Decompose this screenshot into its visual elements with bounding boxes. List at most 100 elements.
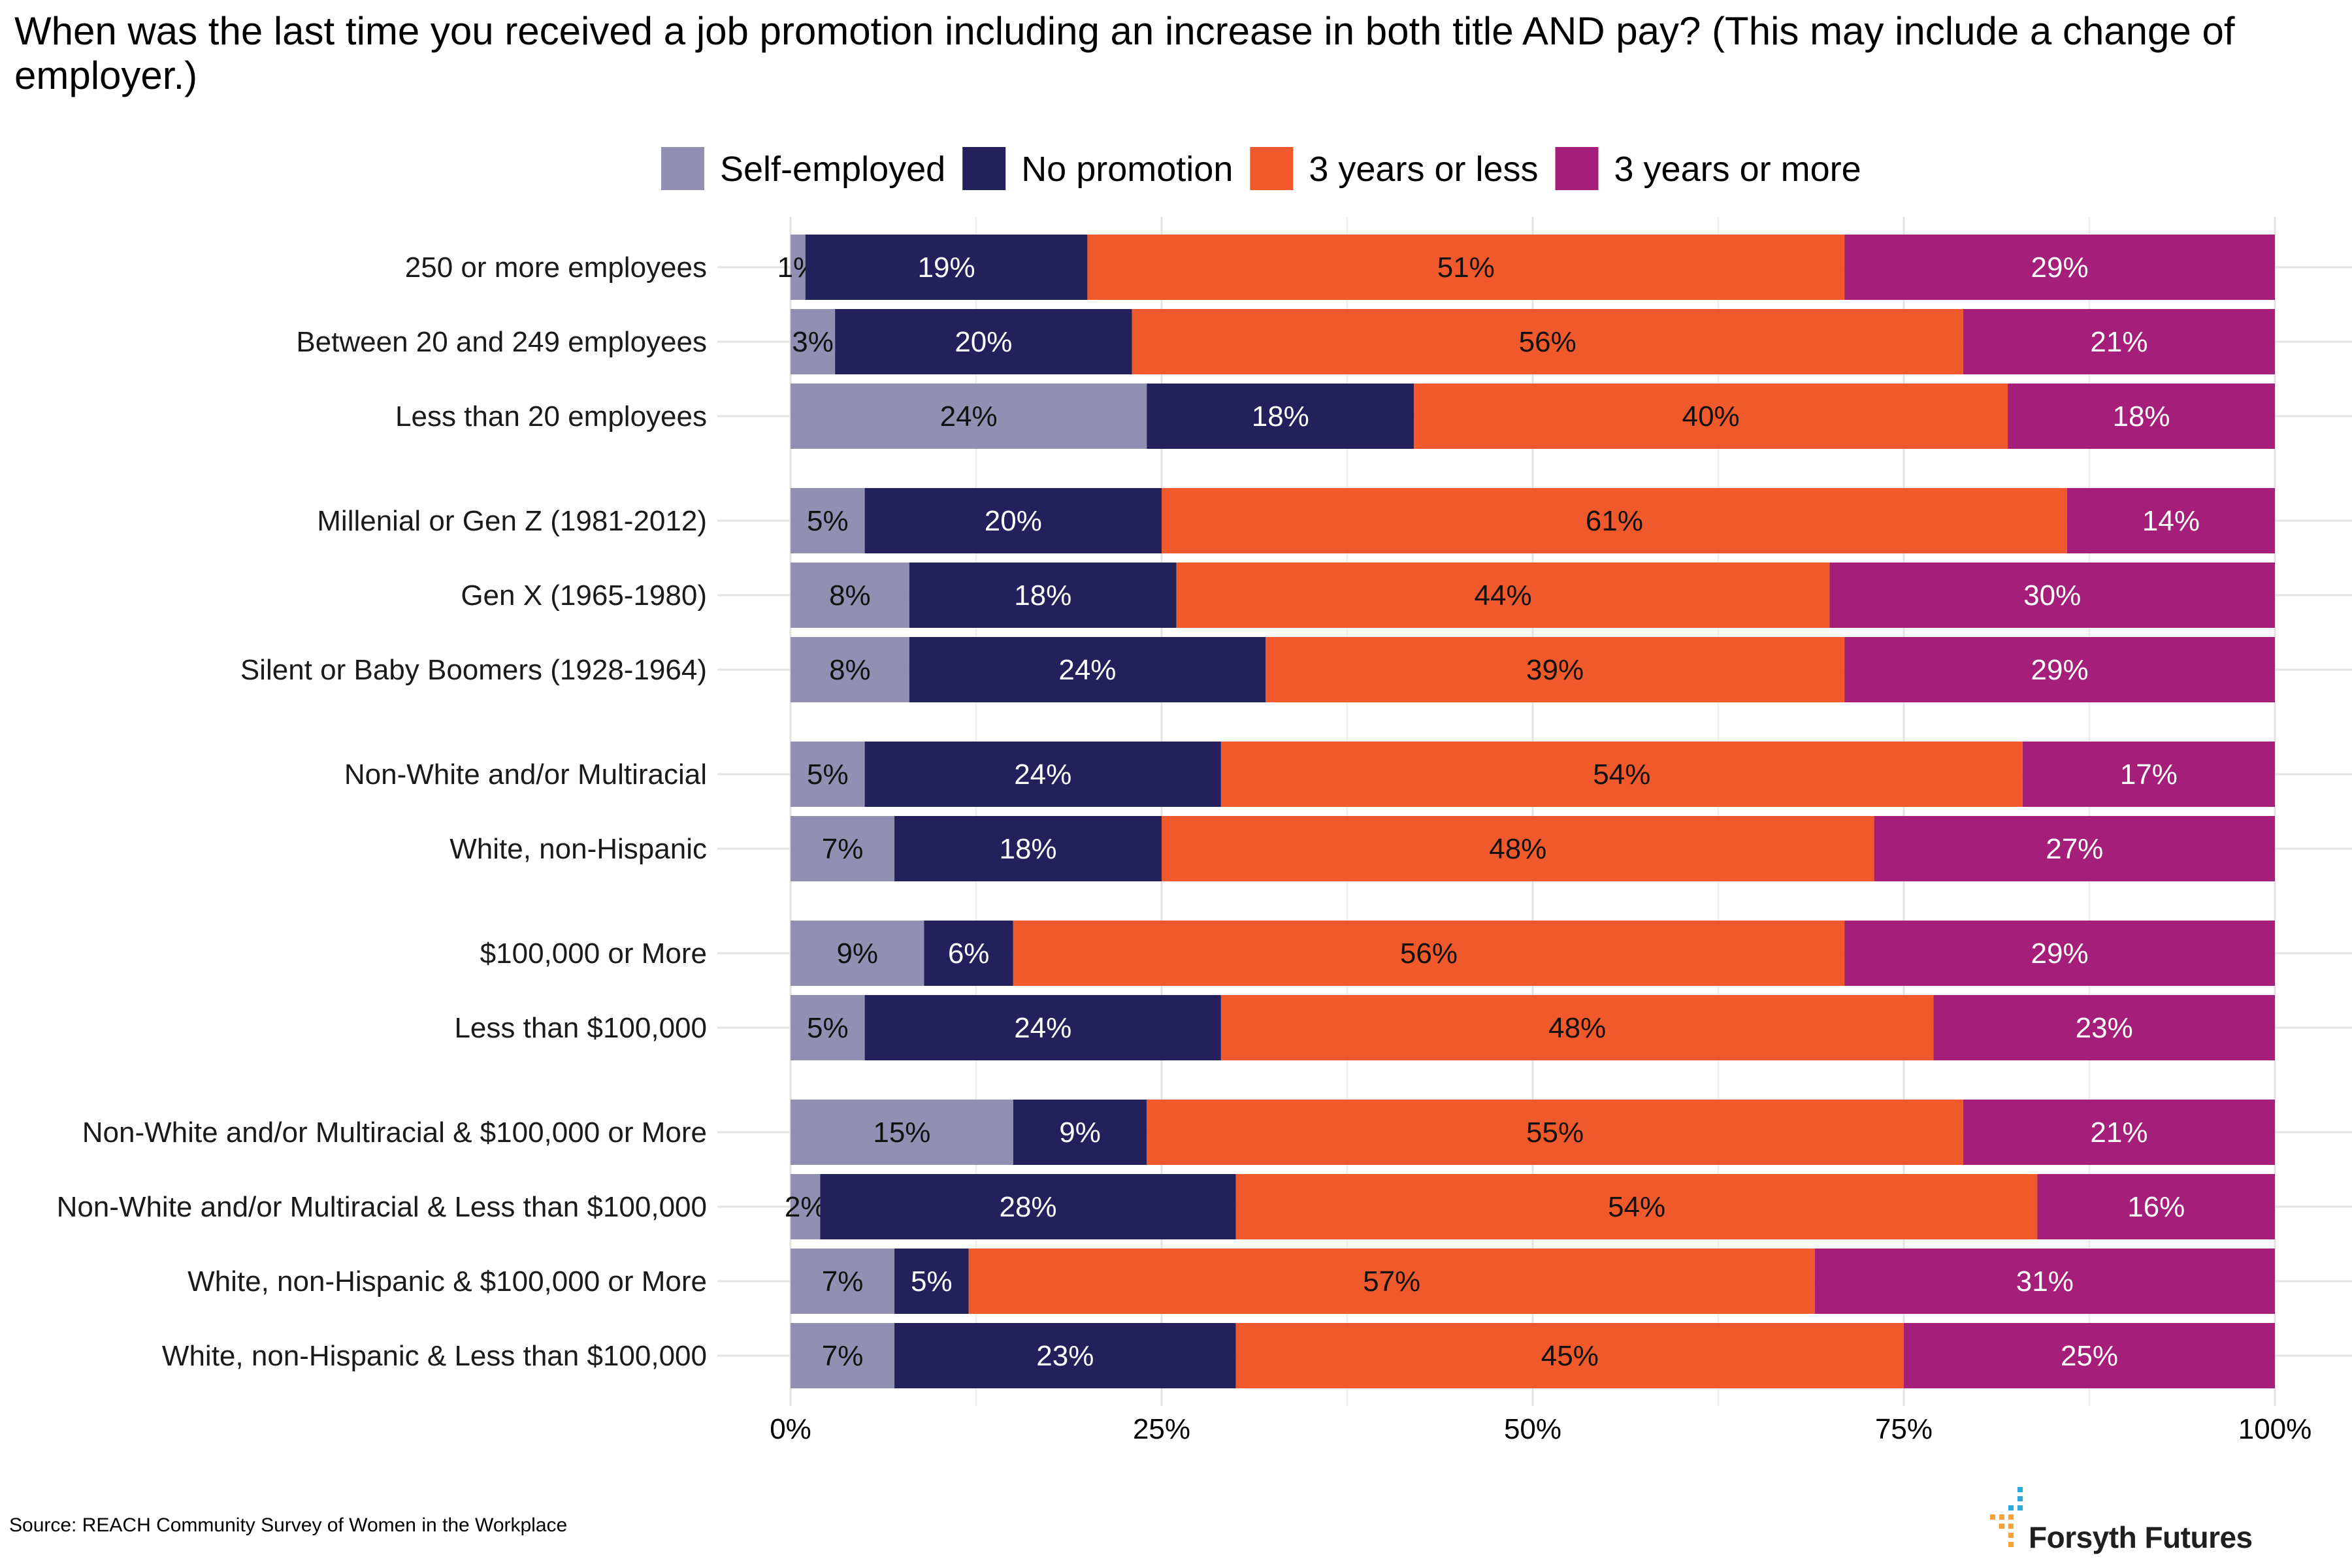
category-label: Between 20 and 249 employees — [296, 326, 707, 358]
category-label: $100,000 or More — [480, 938, 707, 970]
data-label: 20% — [955, 326, 1012, 358]
bar-segment — [1220, 742, 2023, 807]
bar-segment — [909, 563, 1177, 628]
bar-segment — [791, 1100, 1013, 1165]
bar-segment — [2066, 488, 2275, 553]
category-label: White, non-Hispanic — [449, 833, 707, 865]
bar-segment — [791, 995, 865, 1060]
data-label: 44% — [1475, 580, 1532, 612]
forsyth-futures-logo: Forsyth Futures — [1980, 1487, 2293, 1559]
data-label: 51% — [1437, 252, 1495, 284]
legend-swatch — [1555, 147, 1599, 190]
data-label: 24% — [1014, 759, 1071, 791]
category-label: White, non-Hispanic & Less than $100,000 — [162, 1340, 707, 1372]
data-label: 29% — [2031, 252, 2089, 284]
bar-segment — [1414, 384, 2008, 449]
bar-segment — [805, 235, 1088, 300]
category-label: Non-White and/or Multiracial & $100,000 … — [82, 1117, 707, 1149]
data-label: 27% — [2046, 833, 2103, 865]
data-label: 7% — [822, 1340, 864, 1372]
data-label: 28% — [999, 1191, 1056, 1223]
data-label: 24% — [1014, 1012, 1071, 1044]
bar-segment — [1844, 637, 2275, 702]
data-label: 18% — [1252, 400, 1309, 433]
data-label: 25% — [2061, 1340, 2118, 1372]
data-label: 21% — [2090, 326, 2148, 358]
data-label: 19% — [918, 252, 975, 284]
source-note: Source: REACH Community Survey of Women … — [9, 1514, 568, 1536]
bar-segment — [864, 742, 1221, 807]
bar-segment — [791, 563, 909, 628]
bar-segment — [1844, 921, 2275, 986]
data-label: 2% — [785, 1191, 826, 1223]
category-label: Gen X (1965-1980) — [461, 580, 707, 612]
legend-swatch — [962, 147, 1006, 190]
data-label: 5% — [911, 1266, 953, 1298]
data-label: 54% — [1608, 1191, 1665, 1223]
bar-segment — [1933, 995, 2275, 1060]
category-label: Less than $100,000 — [454, 1012, 707, 1044]
bar-segment — [1266, 637, 1845, 702]
data-label: 54% — [1593, 759, 1650, 791]
category-label: Millenial or Gen Z (1981-2012) — [317, 505, 707, 537]
bar-segment — [1162, 816, 1874, 881]
bar-segment — [2022, 742, 2275, 807]
bar-segment — [924, 921, 1013, 986]
data-label: 56% — [1519, 326, 1576, 358]
legend-swatch — [661, 147, 704, 190]
chart-title: When was the last time you received a jo… — [14, 9, 2235, 97]
data-label: 40% — [1682, 400, 1740, 433]
category-label: Less than 20 employees — [395, 400, 707, 433]
data-label: 18% — [999, 833, 1056, 865]
data-label: 5% — [807, 759, 849, 791]
bar-segment — [1220, 995, 1934, 1060]
category-label: Silent or Baby Boomers (1928-1964) — [240, 654, 707, 686]
data-label: 8% — [829, 654, 871, 686]
data-label: 29% — [2031, 654, 2089, 686]
bar-segment — [791, 488, 865, 553]
x-tick-label: 50% — [1504, 1413, 1561, 1445]
x-tick-label: 25% — [1133, 1413, 1190, 1445]
bar-segment — [1147, 384, 1414, 449]
bar-segment — [1874, 816, 2275, 881]
category-label: White, non-Hispanic & $100,000 or More — [188, 1266, 707, 1298]
bar-segment — [1904, 1323, 2275, 1388]
bar-segment — [1235, 1174, 2038, 1239]
bar-segment — [1829, 563, 2275, 628]
bar-segment — [1963, 1100, 2275, 1165]
bar-segment — [968, 1249, 1815, 1314]
data-label: 20% — [985, 505, 1042, 537]
bar-segment — [791, 921, 924, 986]
data-label: 48% — [1489, 833, 1546, 865]
data-label: 23% — [1036, 1340, 1094, 1372]
logo-text: Forsyth Futures — [2029, 1520, 2253, 1554]
bar-segment — [791, 637, 909, 702]
data-label: 9% — [836, 938, 878, 970]
legend-label: 3 years or less — [1309, 150, 1538, 189]
bar-segment — [2037, 1174, 2275, 1239]
category-label: 250 or more employees — [405, 252, 707, 284]
legend-label: Self-employed — [720, 150, 945, 189]
bar-segment — [835, 309, 1132, 374]
bar-segment — [1814, 1249, 2275, 1314]
x-tick-label: 100% — [2238, 1413, 2312, 1445]
data-label: 29% — [2031, 938, 2089, 970]
bar-segment — [864, 995, 1221, 1060]
data-label: 7% — [822, 1266, 864, 1298]
data-label: 14% — [2142, 505, 2200, 537]
data-label: 45% — [1541, 1340, 1599, 1372]
data-label: 15% — [873, 1117, 930, 1149]
legend-swatch — [1250, 147, 1294, 190]
data-label: 21% — [2090, 1117, 2148, 1149]
legend-label: No promotion — [1021, 150, 1233, 189]
data-label: 39% — [1526, 654, 1584, 686]
bar-segment — [791, 1323, 895, 1388]
bar-segment — [1235, 1323, 1904, 1388]
bar-segment — [1844, 235, 2275, 300]
data-label: 48% — [1548, 1012, 1606, 1044]
bar-segment — [791, 816, 895, 881]
x-tick-label: 75% — [1875, 1413, 1933, 1445]
bar-segment — [894, 816, 1162, 881]
bar-segment — [1013, 1100, 1147, 1165]
